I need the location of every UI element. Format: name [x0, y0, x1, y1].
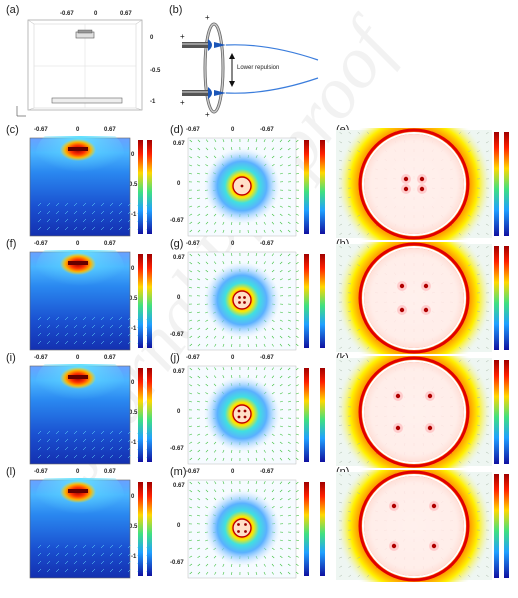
lower-repulsion-label: Lower repulsion [237, 65, 280, 71]
tick-pos: 0.67 [104, 241, 116, 247]
tick-zero: 0 [231, 241, 235, 247]
tick-neg-2: -0.67 [260, 241, 274, 247]
panel-label-i: (i) [6, 352, 16, 364]
tick-y-neg: -0.67 [170, 560, 184, 566]
top-view-field-map [187, 479, 325, 579]
tick-y0: 0 [131, 266, 135, 272]
tick-a-pos: 0.67 [120, 11, 132, 17]
tick-neg: -0.67 [34, 469, 48, 475]
tick-y0: 0 [131, 494, 135, 500]
tick-zero: 0 [76, 127, 80, 133]
panel-label-d: (d) [170, 124, 184, 136]
cross-section-field-map [29, 136, 152, 237]
tick-y-pos: 0.67 [173, 255, 185, 261]
plus-sign-3: + [180, 98, 185, 107]
top-view-field-map [187, 137, 325, 237]
tick-y0: 0 [131, 380, 135, 386]
tick-y-pos: 0.67 [173, 369, 185, 375]
tick-zero: 0 [76, 469, 80, 475]
tick-y-neg: -0.67 [170, 332, 184, 338]
tick-neg-2: -0.67 [260, 355, 274, 361]
tick-neg: -0.67 [186, 355, 200, 361]
tick-y-neg: -0.67 [170, 446, 184, 452]
tick-y-bottom: -1 [131, 326, 137, 332]
tick-y-mid: -0.5 [127, 410, 138, 416]
panel-label-m: (m) [170, 466, 187, 478]
tick-neg-2: -0.67 [260, 127, 274, 133]
zoomed-field-map [336, 470, 509, 582]
tick-a-neg: -0.67 [60, 11, 74, 17]
tick-zero: 0 [76, 355, 80, 361]
tick-neg: -0.67 [34, 241, 48, 247]
top-view-field-map [187, 365, 325, 465]
plus-sign-2: + [205, 13, 210, 22]
geometry-box-diagram [27, 19, 143, 111]
cross-section-field-map [29, 250, 152, 351]
tick-y0: 0 [177, 523, 181, 529]
tick-pos: 0.67 [104, 469, 116, 475]
tick-y0: 0 [177, 409, 181, 415]
axis-triad-icon [16, 106, 26, 117]
tick-y0: 0 [177, 295, 181, 301]
tick-y-bottom: -1 [131, 440, 137, 446]
panel-label-g: (g) [170, 238, 184, 250]
tick-neg: -0.67 [186, 127, 200, 133]
zoomed-field-map [336, 242, 509, 354]
tick-neg: -0.67 [186, 241, 200, 247]
tick-neg-2: -0.67 [260, 469, 274, 475]
tick-pos: 0.67 [104, 127, 116, 133]
plus-sign-4: + [205, 110, 210, 119]
tick-zero: 0 [231, 127, 235, 133]
tick-y-neg: -0.67 [170, 218, 184, 224]
tick-y-mid: -0.5 [127, 524, 138, 530]
tick-a-y0: 0 [150, 35, 154, 41]
tick-zero: 0 [231, 469, 235, 475]
tick-y-bottom: -1 [131, 212, 137, 218]
tick-a-zero: 0 [94, 11, 98, 17]
tick-y-pos: 0.67 [173, 483, 185, 489]
plus-sign-1: + [180, 32, 185, 41]
tick-neg: -0.67 [34, 355, 48, 361]
tick-a-y-mid: -0.5 [150, 68, 161, 74]
tick-pos: 0.67 [104, 355, 116, 361]
tick-zero: 0 [76, 241, 80, 247]
top-view-field-map [187, 251, 325, 351]
tick-neg: -0.67 [34, 127, 48, 133]
tick-y0: 0 [131, 152, 135, 158]
tick-y0: 0 [177, 181, 181, 187]
tick-y-mid: -0.5 [127, 296, 138, 302]
repulsion-diagram [182, 22, 319, 114]
tick-zero: 0 [231, 355, 235, 361]
tick-y-mid: -0.5 [127, 182, 138, 188]
zoomed-field-map [336, 356, 509, 468]
panel-label-f: (f) [6, 238, 17, 250]
panel-label-l: (l) [6, 466, 16, 478]
tick-a-y-bottom: -1 [150, 99, 156, 105]
zoomed-field-map [336, 128, 509, 240]
panel-label-j: (j) [170, 352, 180, 364]
tick-y-pos: 0.67 [173, 141, 185, 147]
cross-section-field-map [29, 364, 152, 465]
tick-y-bottom: -1 [131, 554, 137, 560]
panel-label-b: (b) [169, 4, 183, 16]
panel-label-c: (c) [6, 124, 19, 136]
panel-label-a: (a) [6, 4, 20, 16]
tick-neg: -0.67 [186, 469, 200, 475]
cross-section-field-map [29, 478, 152, 579]
